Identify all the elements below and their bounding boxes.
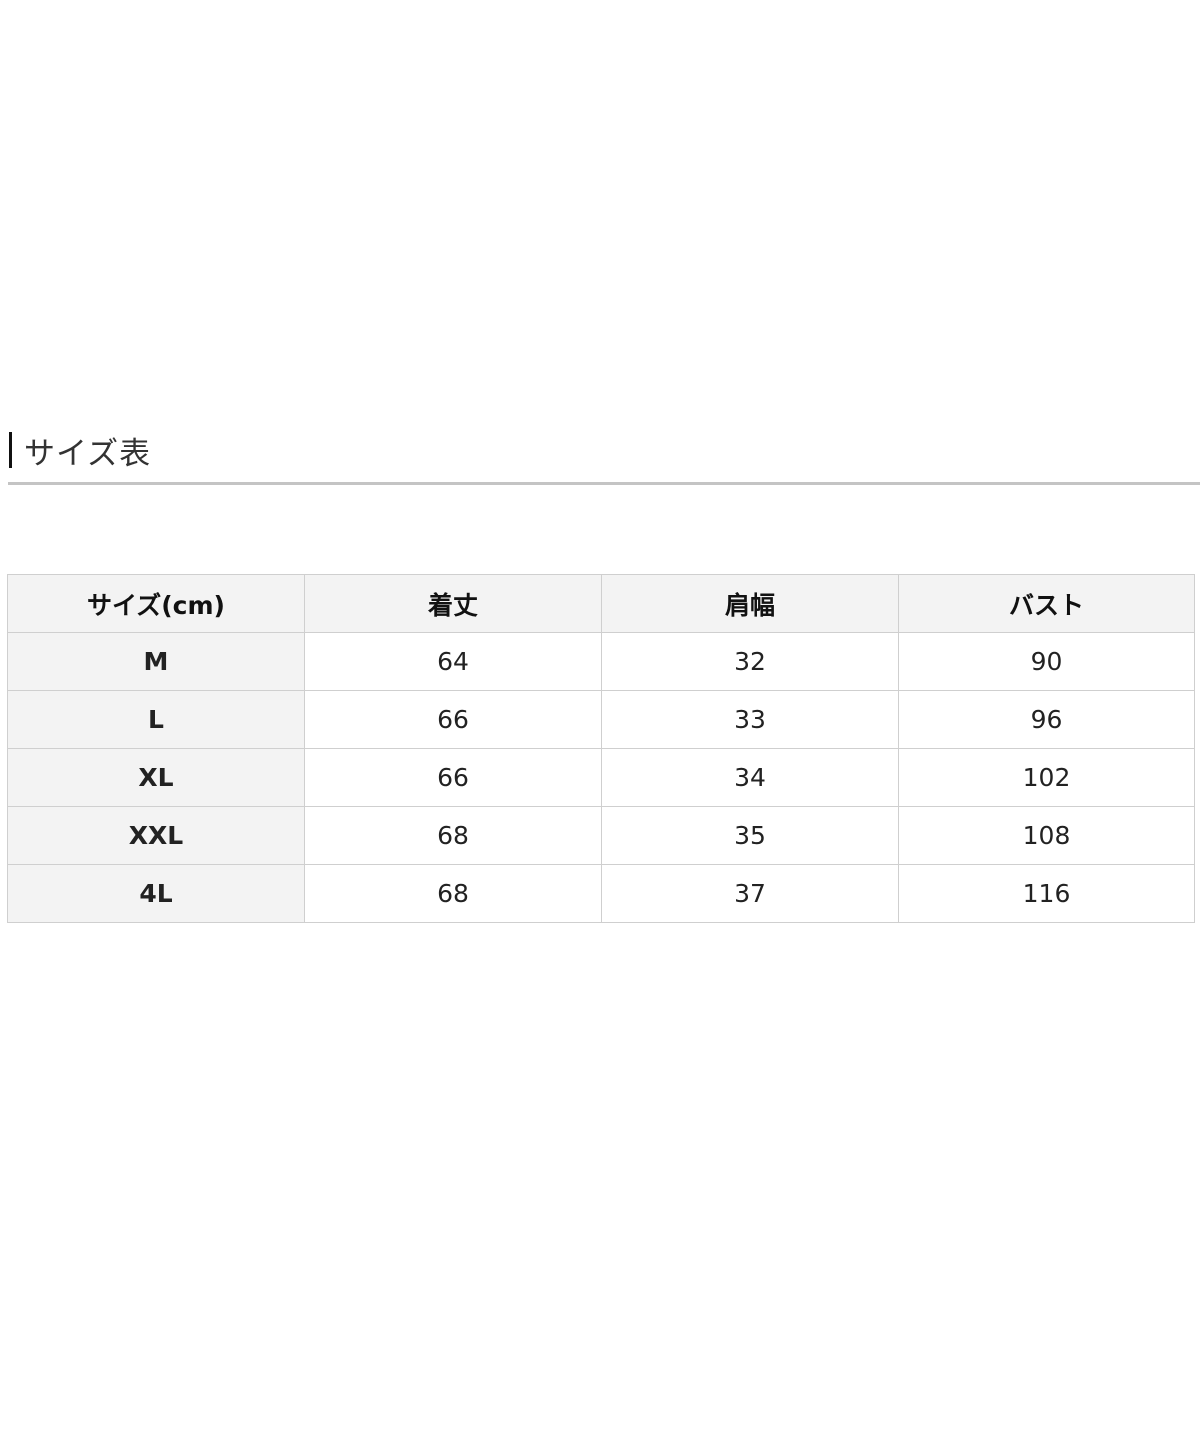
header-bust: バスト [898, 574, 1195, 633]
title-accent-bar [9, 432, 12, 468]
size-table: サイズ(cm) 着丈 肩幅 バスト M 64 32 90 L 66 33 96 XL 66 34 10… [7, 574, 1195, 923]
cell-length: 68 [304, 806, 602, 865]
table-header-row: サイズ(cm) 着丈 肩幅 バスト [7, 574, 1195, 633]
cell-bust: 108 [898, 806, 1195, 865]
table-row: M 64 32 90 [7, 632, 1195, 691]
cell-size: L [7, 690, 305, 749]
cell-shoulder: 37 [601, 864, 899, 923]
cell-size: XXL [7, 806, 305, 865]
table-row: 4L 68 37 116 [7, 864, 1195, 923]
table-row: XL 66 34 102 [7, 748, 1195, 807]
cell-shoulder: 33 [601, 690, 899, 749]
section-title: サイズ表 [24, 435, 152, 472]
header-shoulder: 肩幅 [601, 574, 899, 633]
cell-length: 66 [304, 748, 602, 807]
cell-length: 66 [304, 690, 602, 749]
header-length: 着丈 [304, 574, 602, 633]
cell-shoulder: 35 [601, 806, 899, 865]
cell-bust: 96 [898, 690, 1195, 749]
section-divider [8, 482, 1200, 485]
header-size: サイズ(cm) [7, 574, 305, 633]
table-row: XXL 68 35 108 [7, 806, 1195, 865]
section-header: サイズ表 [9, 430, 152, 472]
cell-size: M [7, 632, 305, 691]
cell-length: 64 [304, 632, 602, 691]
cell-bust: 90 [898, 632, 1195, 691]
cell-shoulder: 32 [601, 632, 899, 691]
cell-size: 4L [7, 864, 305, 923]
cell-bust: 116 [898, 864, 1195, 923]
cell-shoulder: 34 [601, 748, 899, 807]
cell-size: XL [7, 748, 305, 807]
cell-length: 68 [304, 864, 602, 923]
cell-bust: 102 [898, 748, 1195, 807]
table-row: L 66 33 96 [7, 690, 1195, 749]
